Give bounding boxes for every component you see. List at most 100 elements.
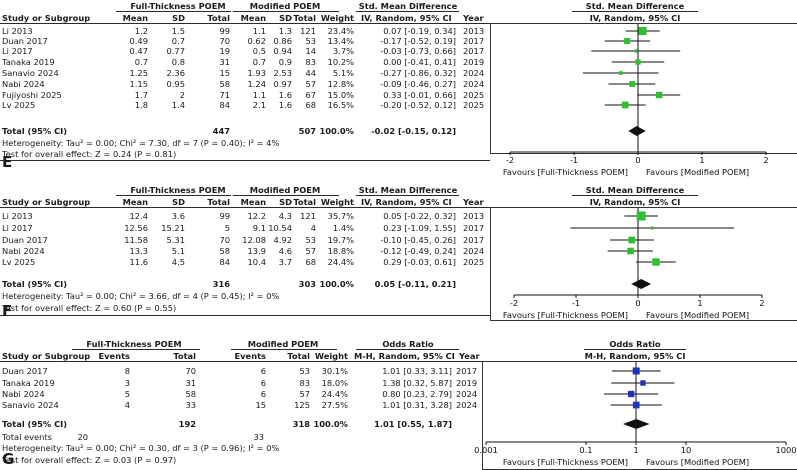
ci-text: -0.12 [-0.49, 0.24] (380, 246, 456, 256)
total1: 33 (185, 400, 196, 410)
total1: 70 (185, 366, 196, 376)
sd1: 2 (179, 90, 185, 100)
total1: 31 (185, 378, 196, 388)
sd2: 1.6 (278, 90, 292, 100)
study-name: Sanavio 2024 (2, 68, 59, 78)
weight: 1.4% (332, 223, 354, 233)
mean1: 11.58 (124, 235, 148, 245)
ci-text: -0.10 [-0.45, 0.26] (380, 235, 456, 245)
total-label: Total (95% CI) (2, 279, 68, 289)
study-marker (655, 91, 663, 99)
table-row: Fujiyoshi 2025 1.7 2 71 1.1 1.6 67 15.0%… (0, 90, 490, 100)
total-n1: 192 (178, 419, 196, 429)
col-events2: Events (234, 351, 266, 361)
mean2: 10.4 (247, 257, 266, 267)
group1-header: Full-Thickness POEM (130, 1, 226, 11)
year: 2025 (463, 90, 485, 100)
ci-text: 0.07 [-0.19, 0.34] (383, 26, 456, 36)
x-tick-label: 1 (633, 445, 638, 455)
header-rule (356, 195, 459, 196)
mean1: 1.8 (134, 100, 148, 110)
favours-left-label: Favours [Full-Thickness POEM] (503, 310, 628, 320)
table-row: Lv 2025 1.8 1.4 84 2.1 1.6 68 16.5% -0.2… (0, 100, 490, 110)
ci-text: 1.01 [0.33, 3.11] (382, 366, 452, 376)
col-year: Year (463, 197, 484, 207)
weight: 24.4% (327, 257, 354, 267)
total2: 67 (305, 90, 316, 100)
year: 2025 (463, 257, 485, 267)
col-study: Study or Subgroup (2, 351, 91, 361)
mean2: 9.1 (252, 223, 266, 233)
year: 2024 (463, 68, 485, 78)
col-mean2: Mean (240, 197, 266, 207)
header-rule (231, 349, 337, 350)
sd2: 1.6 (278, 100, 292, 110)
col-weight: Weight (320, 13, 354, 23)
col-total1: Total (173, 351, 196, 361)
col-total2: Total (293, 197, 316, 207)
events2: 15 (255, 400, 266, 410)
total-row: Total (95% CI) 447 507 100.0% -0.02 [-0.… (0, 126, 490, 136)
weight: 30.1% (321, 366, 348, 376)
column-rule (0, 23, 797, 24)
group1-header: Full-Thickness POEM (86, 339, 182, 349)
total2: 68 (305, 100, 316, 110)
total-events-label: Total events (2, 432, 52, 442)
header-rule (356, 11, 459, 12)
header-rule (356, 349, 459, 350)
sd1: 0.8 (171, 57, 185, 67)
ci-text: -0.03 [-0.73, 0.66] (380, 46, 456, 56)
total1: 31 (219, 57, 230, 67)
ci-text: 0.00 [-0.41, 0.41] (383, 57, 456, 67)
total1: 99 (219, 211, 230, 221)
forest-panel-g: Full-Thickness POEM Modified POEM Odds R… (0, 338, 797, 470)
header-rule (584, 349, 686, 350)
header-rule (116, 195, 231, 196)
sd2: 4.92 (273, 235, 292, 245)
ci-text: -0.17 [-0.52, 0.19] (380, 36, 456, 46)
total2: 125 (294, 400, 310, 410)
plot-measure-header: Std. Mean Difference (585, 185, 685, 195)
total-weight: 100.0% (319, 126, 354, 136)
mean2: 12.08 (242, 235, 266, 245)
x-tick-label: 10 (681, 445, 692, 455)
sd2: 4.6 (278, 246, 292, 256)
forest-plot: 0.001 0.1 1 10 1000 Favours [Full-Thickness P… (474, 362, 797, 467)
mean2: 1.1 (252, 90, 266, 100)
group1-header: Full-Thickness POEM (130, 185, 226, 195)
sd2: 4.3 (278, 211, 292, 221)
col-mean1: Mean (122, 13, 148, 23)
weight: 3.7% (332, 46, 354, 56)
group2-header: Modified POEM (249, 1, 321, 11)
mean1: 1.15 (129, 79, 148, 89)
x-tick-label: -1 (572, 298, 580, 308)
total2: 44 (305, 68, 316, 78)
sd1: 2.36 (166, 68, 185, 78)
study-marker (628, 236, 636, 244)
bottom-rule (0, 160, 490, 161)
x-tick-label: 0.001 (474, 445, 498, 455)
events2: 6 (260, 389, 266, 399)
col-total2: Total (287, 351, 310, 361)
header-rule (72, 349, 200, 350)
mean2: 1.93 (247, 68, 266, 78)
mean2: 0.5 (252, 46, 266, 56)
forest-plot: -2 -1 0 1 2 Favours [Full-Thickness POEM] Favo… (503, 208, 765, 320)
total-label: Total (95% CI) (2, 419, 68, 429)
col-mean1: Mean (122, 197, 148, 207)
col-study: Study or Subgroup (2, 197, 91, 207)
table-row: Li 2013 12.4 3.6 99 12.2 4.3 121 35.7% 0… (0, 211, 490, 221)
study-marker (632, 367, 640, 375)
group2-header: Modified POEM (249, 185, 321, 195)
overall-effect: Test for overall effect: Z = 0.60 (P = 0… (2, 303, 177, 313)
year: 2019 (463, 57, 485, 67)
sd2: 0.9 (278, 57, 292, 67)
study-name: Duan 2017 (2, 366, 48, 376)
x-tick-label: 2 (763, 155, 768, 165)
study-marker (621, 101, 629, 109)
x-tick-label: 0 (635, 155, 640, 165)
plot-method-header: M-H, Random, 95% CI (584, 351, 686, 361)
forest-plot-frame (490, 207, 797, 321)
sd2: 3.7 (278, 257, 292, 267)
mean1: 0.47 (129, 46, 148, 56)
